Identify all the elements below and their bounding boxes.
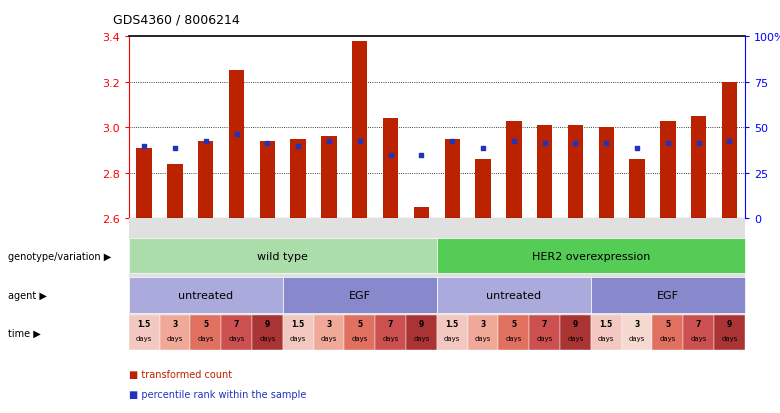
Text: 3: 3 xyxy=(480,319,486,328)
Text: days: days xyxy=(722,336,738,342)
Point xyxy=(538,140,551,147)
Text: 5: 5 xyxy=(203,319,208,328)
Text: time ▶: time ▶ xyxy=(8,328,41,337)
Text: 7: 7 xyxy=(542,319,548,328)
Bar xyxy=(445,140,460,219)
Point xyxy=(661,140,674,147)
Text: ■ percentile rank within the sample: ■ percentile rank within the sample xyxy=(129,389,306,399)
Bar xyxy=(352,42,367,219)
Text: days: days xyxy=(629,336,645,342)
Text: GDS4360 / 8006214: GDS4360 / 8006214 xyxy=(113,14,240,27)
Text: days: days xyxy=(290,336,307,342)
Text: 1.5: 1.5 xyxy=(292,319,305,328)
Point xyxy=(200,138,212,145)
Bar xyxy=(167,164,183,219)
Text: EGF: EGF xyxy=(657,290,679,300)
Text: days: days xyxy=(690,336,707,342)
Text: days: days xyxy=(475,336,491,342)
Text: ■ transformed count: ■ transformed count xyxy=(129,369,232,379)
Point xyxy=(631,145,644,152)
Text: days: days xyxy=(352,336,368,342)
Text: 5: 5 xyxy=(665,319,671,328)
Text: days: days xyxy=(382,336,399,342)
Point xyxy=(569,140,582,147)
Bar xyxy=(383,119,399,219)
Point xyxy=(508,138,520,145)
Text: days: days xyxy=(537,336,553,342)
Text: days: days xyxy=(259,336,275,342)
Text: wild type: wild type xyxy=(257,251,308,261)
Text: days: days xyxy=(660,336,676,342)
Text: 3: 3 xyxy=(172,319,178,328)
Bar xyxy=(413,208,429,219)
Text: EGF: EGF xyxy=(349,290,370,300)
Text: 7: 7 xyxy=(234,319,239,328)
Point xyxy=(230,131,243,138)
Text: 5: 5 xyxy=(357,319,363,328)
Point xyxy=(446,138,459,145)
Text: days: days xyxy=(167,336,183,342)
Bar xyxy=(229,71,244,219)
Point xyxy=(323,138,335,145)
Text: days: days xyxy=(598,336,615,342)
Bar xyxy=(290,140,306,219)
Text: 7: 7 xyxy=(388,319,393,328)
Text: days: days xyxy=(321,336,337,342)
Text: days: days xyxy=(229,336,245,342)
Text: 9: 9 xyxy=(264,319,270,328)
Text: 9: 9 xyxy=(573,319,578,328)
Text: days: days xyxy=(505,336,522,342)
Text: 9: 9 xyxy=(419,319,424,328)
Bar xyxy=(475,160,491,219)
Text: days: days xyxy=(197,336,214,342)
Text: days: days xyxy=(444,336,460,342)
Text: agent ▶: agent ▶ xyxy=(8,290,47,300)
Point xyxy=(168,145,181,152)
Text: 9: 9 xyxy=(727,319,732,328)
Bar xyxy=(722,83,737,219)
Bar xyxy=(260,142,275,219)
Bar xyxy=(629,160,645,219)
Bar xyxy=(136,148,152,219)
Bar xyxy=(568,126,583,219)
Point xyxy=(415,152,427,159)
Text: days: days xyxy=(136,336,152,342)
Bar xyxy=(598,128,614,219)
Text: 1.5: 1.5 xyxy=(600,319,613,328)
Text: days: days xyxy=(413,336,430,342)
Point xyxy=(385,152,397,159)
Text: 3: 3 xyxy=(326,319,331,328)
Text: 7: 7 xyxy=(696,319,701,328)
Text: 5: 5 xyxy=(511,319,516,328)
Point xyxy=(261,140,274,147)
Bar xyxy=(506,121,522,219)
Point xyxy=(138,143,151,150)
Point xyxy=(693,140,705,147)
Text: HER2 overexpression: HER2 overexpression xyxy=(532,251,650,261)
Text: genotype/variation ▶: genotype/variation ▶ xyxy=(8,251,111,261)
Point xyxy=(600,140,612,147)
Point xyxy=(353,138,366,145)
Text: 1.5: 1.5 xyxy=(445,319,459,328)
Point xyxy=(723,138,736,145)
Bar xyxy=(321,137,337,219)
Bar xyxy=(198,142,214,219)
Bar xyxy=(537,126,552,219)
Bar xyxy=(660,121,675,219)
Text: 1.5: 1.5 xyxy=(137,319,151,328)
Text: untreated: untreated xyxy=(178,290,233,300)
Text: days: days xyxy=(567,336,583,342)
Point xyxy=(292,143,304,150)
Point xyxy=(477,145,489,152)
Bar xyxy=(691,117,707,219)
Text: untreated: untreated xyxy=(486,290,541,300)
Text: 3: 3 xyxy=(634,319,640,328)
